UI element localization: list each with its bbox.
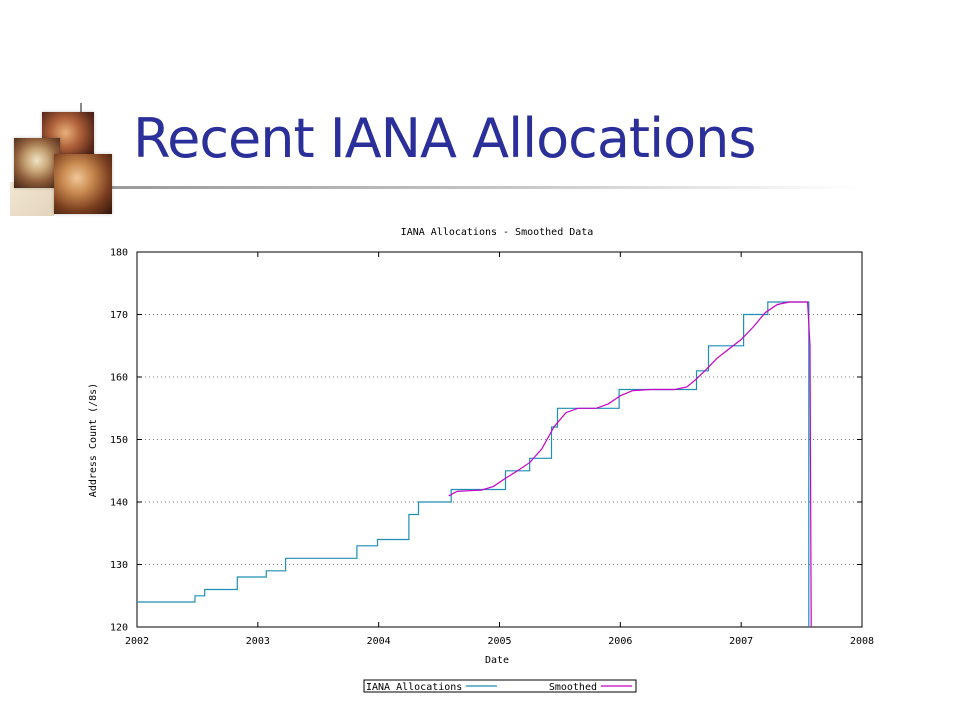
axis-ticks: 120 130 140 150 160 170 180 2002 2003 2004 2005 200…: [110, 248, 874, 648]
legend-label-iana-allocations: IANA Allocations: [366, 682, 462, 693]
x-tick-label-2008: 2008: [850, 636, 874, 647]
y-tick-label-130: 130: [110, 560, 128, 571]
series-lines: [137, 301, 812, 628]
y-tick-label-160: 160: [110, 373, 128, 384]
y-tick-label-140: 140: [110, 498, 128, 509]
x-tick-label-2004: 2004: [367, 636, 391, 647]
y-tick-label-150: 150: [110, 435, 128, 446]
collage-portrait-tile-bottom: [54, 154, 112, 214]
y-tick-label-170: 170: [110, 310, 128, 321]
x-tick-label-2002: 2002: [125, 636, 149, 647]
grid-lines: [137, 314, 862, 565]
collage-skull-tile: [14, 138, 60, 188]
x-tick-label-2003: 2003: [246, 636, 270, 647]
series-line-iana-allocations: [137, 301, 810, 627]
y-axis-label: Address Count (/8s): [88, 383, 99, 497]
series-line-smoothed: [448, 301, 812, 628]
legend-label-smoothed: Smoothed: [549, 682, 597, 693]
painting-collage-image: [10, 112, 126, 216]
x-tick-label-2006: 2006: [608, 636, 632, 647]
x-tick-label-2007: 2007: [729, 636, 753, 647]
title-underline-rule: [108, 186, 860, 189]
x-axis-label: Date: [485, 655, 509, 666]
x-tick-label-2005: 2005: [487, 636, 511, 647]
slide-title: Recent IANA Allocations: [133, 107, 756, 170]
chart-title: IANA Allocations - Smoothed Data: [401, 227, 594, 238]
chart-legend: IANA Allocations Smoothed: [363, 679, 637, 693]
legend-box: [363, 679, 637, 693]
y-tick-label-120: 120: [110, 623, 128, 634]
plot-area-frame: [136, 251, 863, 628]
y-tick-label-180: 180: [110, 248, 128, 259]
